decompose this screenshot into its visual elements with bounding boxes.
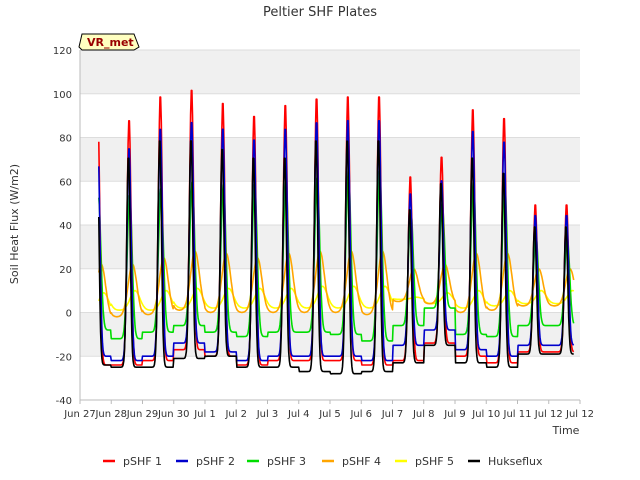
y-tick-label: 40	[59, 221, 72, 232]
series-layer	[98, 89, 575, 375]
x-tick-label: Jun 29	[126, 409, 159, 420]
x-tick-label: Jul 10	[471, 409, 500, 420]
x-tick-label: Jul 9	[443, 409, 466, 420]
series-line-pshf-5	[98, 285, 575, 312]
series-line-pshf-4	[98, 250, 575, 318]
legend-label: Hukseflux	[488, 455, 543, 468]
x-tick-label: Jul 2	[224, 409, 247, 420]
series-line-pshf-3	[98, 170, 575, 342]
x-tick-label: Jun 30	[157, 409, 190, 420]
chart-title: Peltier SHF Plates	[263, 5, 377, 20]
y-tick-label: 60	[59, 177, 72, 188]
y-tick-label: 100	[53, 90, 72, 101]
y-tick-label: 20	[59, 265, 72, 276]
y-tick-label: 80	[59, 134, 72, 145]
x-tick-label: Jul 11	[503, 409, 532, 420]
x-tick-label: Jul 3	[256, 409, 279, 420]
plot-band	[80, 50, 580, 94]
series-line-hukseflux	[98, 140, 574, 375]
y-tick-label: 0	[66, 309, 72, 320]
legend-label: pSHF 4	[342, 455, 381, 468]
y-tick-label: -40	[56, 396, 72, 407]
x-tick-label: Jul 1	[193, 409, 216, 420]
plot-band	[80, 137, 580, 182]
y-tick-label: 120	[53, 46, 72, 57]
x-axis-label: Time	[552, 424, 580, 437]
legend-label: pSHF 3	[267, 455, 306, 468]
x-tick-label: Jul 8	[412, 409, 435, 420]
legend-label: pSHF 5	[415, 455, 454, 468]
series-line-pshf-1	[98, 89, 575, 366]
x-tick-label: Jul 5	[318, 409, 341, 420]
x-tick-label: Jul 7	[381, 409, 404, 420]
x-tick-label: Jul 4	[287, 409, 310, 420]
legend-label: pSHF 1	[123, 455, 162, 468]
y-axis-label: Soil Heat Flux (W/m2)	[8, 164, 21, 284]
annotation-box	[78, 33, 140, 51]
annotation-label: VR_met	[87, 36, 134, 49]
x-tick-label: Jun 28	[94, 409, 127, 420]
x-tick-label: Jul 12	[534, 409, 563, 420]
legend-label: pSHF 2	[196, 455, 235, 468]
y-tick-label: -20	[56, 352, 72, 363]
x-tick-label: Jul 6	[349, 409, 372, 420]
series-line-pshf-2	[98, 119, 575, 362]
x-tick-label: Jul 12	[565, 409, 594, 420]
annotation-badge: VR_met	[78, 33, 140, 51]
legend: pSHF 1 pSHF 2 pSHF 3 pSHF 4 pSHF 5 Hukseflux	[103, 455, 543, 468]
x-tick-label: Jun 27	[63, 409, 96, 420]
